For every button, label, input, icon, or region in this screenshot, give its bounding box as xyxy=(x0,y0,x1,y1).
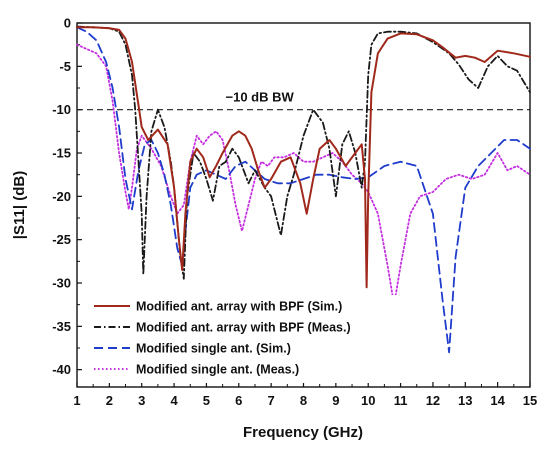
x-tick-label: 11 xyxy=(394,393,408,408)
reference-layer: −10 dB BW xyxy=(77,90,530,111)
y-tick-label: -15 xyxy=(52,146,71,161)
series-line-3 xyxy=(76,26,531,354)
x-tick-label: 10 xyxy=(361,393,375,408)
y-tick-label: -30 xyxy=(52,276,71,291)
x-tick-label: 5 xyxy=(203,393,210,408)
y-tick-label: -20 xyxy=(52,189,71,204)
x-axis-title: Frequency (GHz) xyxy=(243,424,363,441)
y-axis-title: |S11| (dB) xyxy=(11,171,28,239)
y-tick-label: -25 xyxy=(52,232,71,247)
legend-label-1: Modified ant. array with BPF (Sim.) xyxy=(136,300,342,314)
legend-label-4: Modified single ant. (Meas.) xyxy=(136,363,299,377)
x-tick-label: 14 xyxy=(490,393,505,408)
y-tick-label: -40 xyxy=(52,362,71,377)
legend-box xyxy=(90,295,410,383)
y-tick-label: -5 xyxy=(59,59,71,74)
y-tick-label: -10 xyxy=(52,102,71,117)
tick-layer: 1 2 3 4 5 6 7 8 9 10 11 12 13 14 150-5-10-15-20-25-30-… xyxy=(52,16,537,409)
series-line-4 xyxy=(76,43,531,306)
series-line-1 xyxy=(76,26,531,289)
x-tick-label: 2 xyxy=(106,393,113,408)
series-line-2 xyxy=(76,25,531,280)
x-tick-label: 1 xyxy=(73,393,80,408)
x-tick-label: 12 xyxy=(426,393,440,408)
x-tick-label: 7 xyxy=(268,393,275,408)
x-tick-label: 6 xyxy=(235,393,242,408)
x-tick-label: 13 xyxy=(458,393,472,408)
x-tick-label: 15 xyxy=(523,393,537,408)
x-tick-label: 4 xyxy=(170,393,178,408)
x-tick-label: 9 xyxy=(332,393,339,408)
y-tick-label: 0 xyxy=(64,16,71,31)
x-tick-label: 3 xyxy=(138,393,145,408)
y-tick-label: -35 xyxy=(52,319,71,334)
legend: Modified ant. array with BPF (Sim.) Modif… xyxy=(90,295,410,383)
legend-label-2: Modified ant. array with BPF (Meas.) xyxy=(136,321,351,335)
legend-label-3: Modified single ant. (Sim.) xyxy=(136,342,291,356)
x-tick-label: 8 xyxy=(300,393,307,408)
bandwidth-annotation: −10 dB BW xyxy=(226,90,295,105)
series-layer xyxy=(76,25,531,354)
